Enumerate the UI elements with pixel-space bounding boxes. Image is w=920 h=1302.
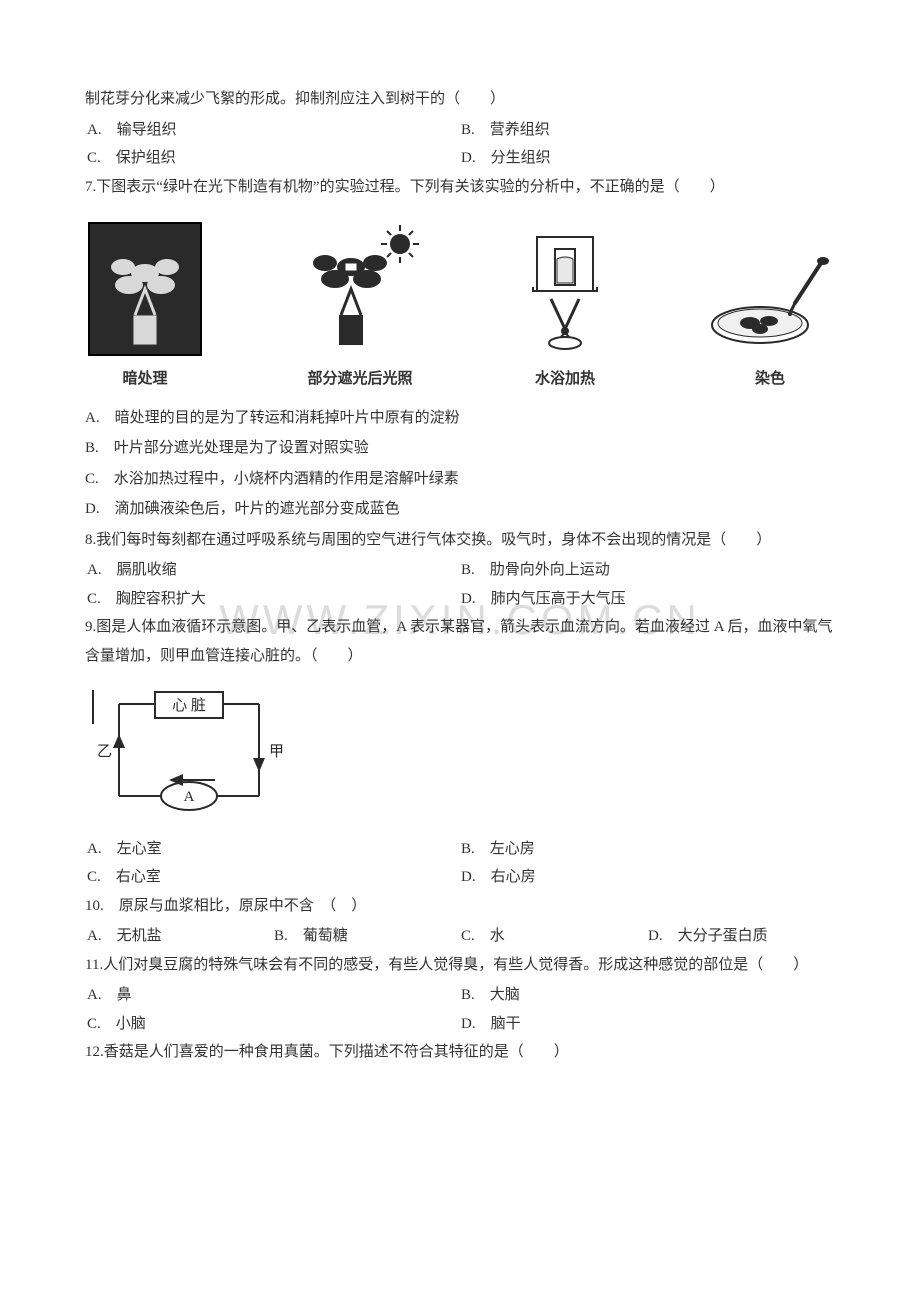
q11-option-c: C. 小脑 xyxy=(87,1010,461,1039)
q8-option-d: D. 肺内气压高于大气压 xyxy=(461,585,835,614)
q10-stem: 10. 原尿与血浆相比，原尿中不含 （ ） xyxy=(85,892,835,921)
q7-fig-1: 暗处理 xyxy=(85,219,205,394)
q6-stem-fragment: 制花芽分化来减少飞絮的形成。抑制剂应注入到树干的（ ） xyxy=(85,85,835,114)
q7-option-a: A. 暗处理的目的是为了转运和消耗掉叶片中原有的淀粉 xyxy=(85,404,835,433)
q8-option-a: A. 膈肌收缩 xyxy=(87,556,461,585)
q12-stem: 12.香菇是人们喜爱的一种食用真菌。下列描述不符合其特征的是（ ） xyxy=(85,1038,835,1067)
q7-fig-dark-icon xyxy=(85,219,205,359)
q7-option-d: D. 滴加碘液染色后，叶片的遮光部分变成蓝色 xyxy=(85,495,835,524)
q11-option-d: D. 脑干 xyxy=(461,1010,835,1039)
q6-option-d: D. 分生组织 xyxy=(461,144,835,173)
q7-fig-4: 染色 xyxy=(705,239,835,394)
q9-option-c: C. 右心室 xyxy=(87,863,461,892)
q7-option-b: B. 叶片部分遮光处理是为了设置对照实验 xyxy=(85,434,835,463)
q7-caption-1: 暗处理 xyxy=(122,365,167,394)
q11-option-a: A. 鼻 xyxy=(87,981,461,1010)
q7-caption-3: 水浴加热 xyxy=(535,365,595,394)
q9-option-b: B. 左心房 xyxy=(461,835,835,864)
q9-label-right: 甲 xyxy=(269,744,284,760)
q9-label-left: 乙 xyxy=(97,744,112,760)
q10-option-a: A. 无机盐 xyxy=(87,922,274,951)
q9-stem: 9.图是人体血液循环示意图。甲、乙表示血管，A 表示某器官，箭头表示血流方向。若… xyxy=(85,613,835,670)
q6-option-a: A. 输导组织 xyxy=(87,116,461,145)
q7-fig-heat-icon xyxy=(515,219,615,359)
q7-fig-stain-icon xyxy=(705,239,835,359)
q7-option-c: C. 水浴加热过程中，小烧杯内酒精的作用是溶解叶绿素 xyxy=(85,465,835,494)
q10-option-c: C. 水 xyxy=(461,922,648,951)
page-content: 制花芽分化来减少飞絮的形成。抑制剂应注入到树干的（ ） A. 输导组织 B. 营… xyxy=(85,85,835,1067)
q11-option-b: B. 大脑 xyxy=(461,981,835,1010)
q9-option-d: D. 右心房 xyxy=(461,863,835,892)
q9-label-heart: 心 脏 xyxy=(172,697,206,714)
q10-option-b: B. 葡萄糖 xyxy=(274,922,461,951)
q7-caption-4: 染色 xyxy=(755,365,785,394)
q9-label-a: A xyxy=(184,789,195,805)
q6-option-b: B. 营养组织 xyxy=(461,116,835,145)
q9-circulation-diagram: 心 脏 A 乙 甲 xyxy=(85,684,295,814)
q7-figures-row: 暗处理 部分遮光后光照 xyxy=(85,219,835,394)
q7-caption-2: 部分遮光后光照 xyxy=(307,365,412,394)
q7-stem: 7.下图表示“绿叶在光下制造有机物”的实验过程。下列有关该实验的分析中，不正确的… xyxy=(85,173,835,202)
q7-fig-3: 水浴加热 xyxy=(515,219,615,394)
q10-option-d: D. 大分子蛋白质 xyxy=(648,922,835,951)
q7-fig-light-icon xyxy=(295,219,425,359)
q8-stem: 8.我们每时每刻都在通过呼吸系统与周围的空气进行气体交换。吸气时，身体不会出现的… xyxy=(85,526,835,555)
q8-option-c: C. 胸腔容积扩大 xyxy=(87,585,461,614)
q7-fig-2: 部分遮光后光照 xyxy=(295,219,425,394)
q6-option-c: C. 保护组织 xyxy=(87,144,461,173)
q9-diagram: 心 脏 A 乙 甲 xyxy=(85,684,835,825)
q11-stem: 11.人们对臭豆腐的特殊气味会有不同的感受，有些人觉得臭，有些人觉得香。形成这种… xyxy=(85,951,835,980)
q9-option-a: A. 左心室 xyxy=(87,835,461,864)
q8-option-b: B. 肋骨向外向上运动 xyxy=(461,556,835,585)
